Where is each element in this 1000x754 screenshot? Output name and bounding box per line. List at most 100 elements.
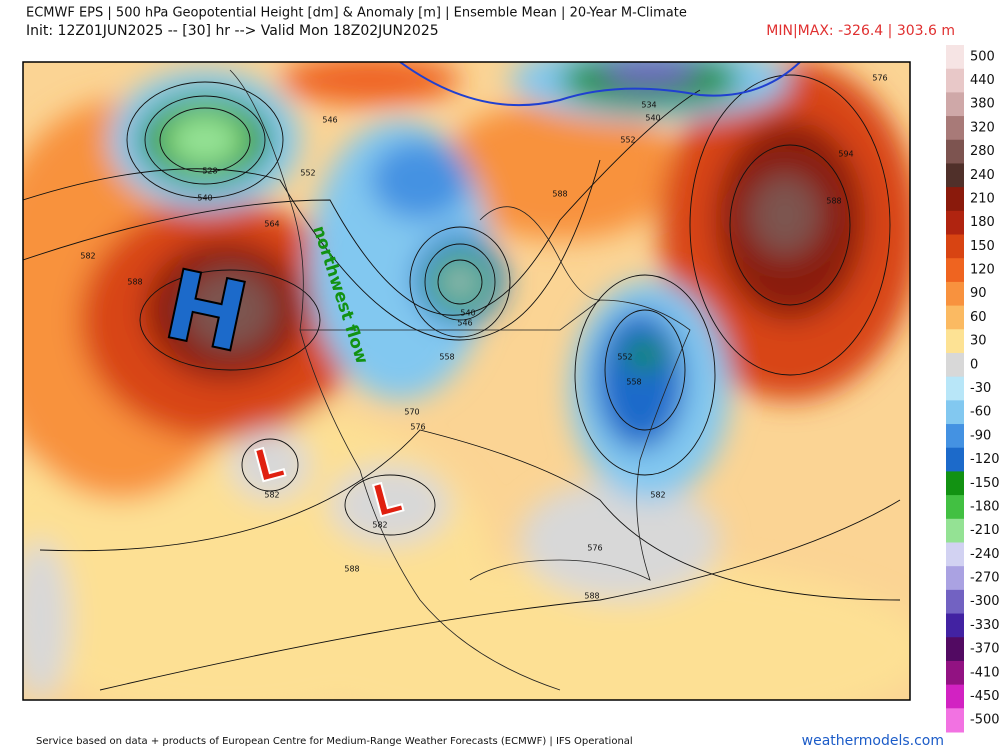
height-contours <box>23 74 901 691</box>
colorbar-label: 60 <box>970 310 987 325</box>
colorbar-swatch <box>946 187 964 212</box>
colorbar-label: -120 <box>970 452 1000 467</box>
colorbar-swatch <box>946 92 964 117</box>
colorbar-swatch <box>946 45 964 70</box>
colorbar-swatch <box>946 447 964 472</box>
colorbar-label: -180 <box>970 499 1000 514</box>
contour-label: 564 <box>264 220 279 229</box>
contour-label: 546 <box>322 116 337 125</box>
colorbar-swatch <box>946 352 964 378</box>
colorbar-label: 320 <box>970 120 995 135</box>
colorbar-swatch <box>946 613 964 638</box>
contour-label: 552 <box>617 353 632 362</box>
contour-label: 576 <box>410 423 425 432</box>
contour-label: 558 <box>626 378 641 387</box>
init-line: Init: 12Z01JUN2025 -- [30] hr --> Valid … <box>26 23 439 39</box>
colorbar-swatch <box>946 471 964 496</box>
colorbar-swatch <box>946 68 964 93</box>
credit: Service based on data + products of Euro… <box>36 736 633 747</box>
min-max: MIN|MAX: -326.4 | 303.6 m <box>766 23 955 39</box>
colorbar-label: -150 <box>970 476 1000 491</box>
contour-label: 594 <box>838 150 853 159</box>
colorbar-label: -450 <box>970 689 1000 704</box>
colorbar-label: 30 <box>970 334 987 349</box>
colorbar-label: -270 <box>970 571 1000 586</box>
map-frame <box>22 61 911 701</box>
colorbar-swatch <box>946 281 964 307</box>
colorbar-label: -370 <box>970 642 1000 657</box>
contour-label: 546 <box>457 319 472 328</box>
contour-label: 528 <box>202 167 217 176</box>
anomaly-fields <box>23 62 910 700</box>
colorbar-label: -330 <box>970 618 1000 633</box>
colorbar-swatch <box>946 495 964 520</box>
contour-label: 582 <box>372 521 387 530</box>
contour-label: 540 <box>197 194 212 203</box>
colorbar-label: 500 <box>970 49 995 64</box>
colorbar-label: 280 <box>970 144 995 159</box>
colorbar-label: 150 <box>970 239 995 254</box>
contour-label: 582 <box>650 491 665 500</box>
colorbar-label: 180 <box>970 215 995 230</box>
colorbar-swatch <box>946 424 964 449</box>
contour-label: 534 <box>641 101 656 110</box>
contour-label: 576 <box>872 74 887 83</box>
colorbar-swatch <box>946 566 964 591</box>
colorbar-label: -210 <box>970 523 1000 538</box>
colorbar-swatch <box>946 637 964 662</box>
colorbar-swatch <box>946 376 964 401</box>
colorbar-swatch <box>946 542 964 567</box>
contour-label: 588 <box>552 190 567 199</box>
colorbar-label: 120 <box>970 263 995 278</box>
colorbar-swatch <box>946 589 964 615</box>
contour-label: 570 <box>404 408 419 417</box>
colorbar-label: -410 <box>970 665 1000 680</box>
coastlines <box>229 69 691 691</box>
contour-label: 588 <box>344 565 359 574</box>
colorbar-label: -90 <box>970 428 991 443</box>
contour-label: 540 <box>460 309 475 318</box>
contour-label: 552 <box>620 136 635 145</box>
colorbar-swatch <box>946 660 964 686</box>
contour-label: 588 <box>826 197 841 206</box>
contour-labels: 5465525645825885285405465405585705765525… <box>80 74 887 601</box>
low-label: L <box>367 471 407 528</box>
colorbar-label: 0 <box>970 357 978 372</box>
contour-label: 582 <box>264 491 279 500</box>
colorbar-label: 240 <box>970 168 995 183</box>
colorbar-swatch <box>946 305 964 330</box>
contour-label: 588 <box>584 592 599 601</box>
colorbar-label: -60 <box>970 405 991 420</box>
colorbar-swatch <box>946 139 964 164</box>
colorbar-label: -500 <box>970 713 1000 728</box>
colorbar-label: 90 <box>970 286 987 301</box>
colorbar-swatch <box>946 708 964 733</box>
colorbar-swatch <box>946 329 964 354</box>
colorbar-swatch <box>946 684 964 709</box>
contour-label: 540 <box>645 114 660 123</box>
colorbar-swatch <box>946 518 964 543</box>
colorbar-label: -30 <box>970 381 991 396</box>
colorbar-label: -240 <box>970 547 1000 562</box>
contour-label: 588 <box>127 278 142 287</box>
colorbar-label: -300 <box>970 594 1000 609</box>
colorbar: 500 440 380 320 280 240 210 180 150 120 90 60 30 0 -30… <box>946 45 1000 733</box>
colorbar-swatch <box>946 258 964 283</box>
colorbar-swatch <box>946 234 964 259</box>
colorbar-label: 440 <box>970 73 995 88</box>
map: 5465525645825885285405465405585705765525… <box>23 62 910 700</box>
colorbar-swatch <box>946 400 964 425</box>
colorbar-swatch <box>946 163 964 188</box>
colorbar-label: 210 <box>970 191 995 206</box>
contour-label: 582 <box>80 252 95 261</box>
colorbar-label: 380 <box>970 97 995 112</box>
title: ECMWF EPS | 500 hPa Geopotential Height … <box>26 6 687 21</box>
colorbar-swatch <box>946 116 964 141</box>
site: weathermodels.com <box>802 733 944 749</box>
contour-label: 576 <box>587 544 602 553</box>
contour-label: 552 <box>300 169 315 178</box>
colorbar-swatch <box>946 210 964 236</box>
zero-anomaly-line <box>399 62 801 107</box>
contour-label: 558 <box>439 353 454 362</box>
